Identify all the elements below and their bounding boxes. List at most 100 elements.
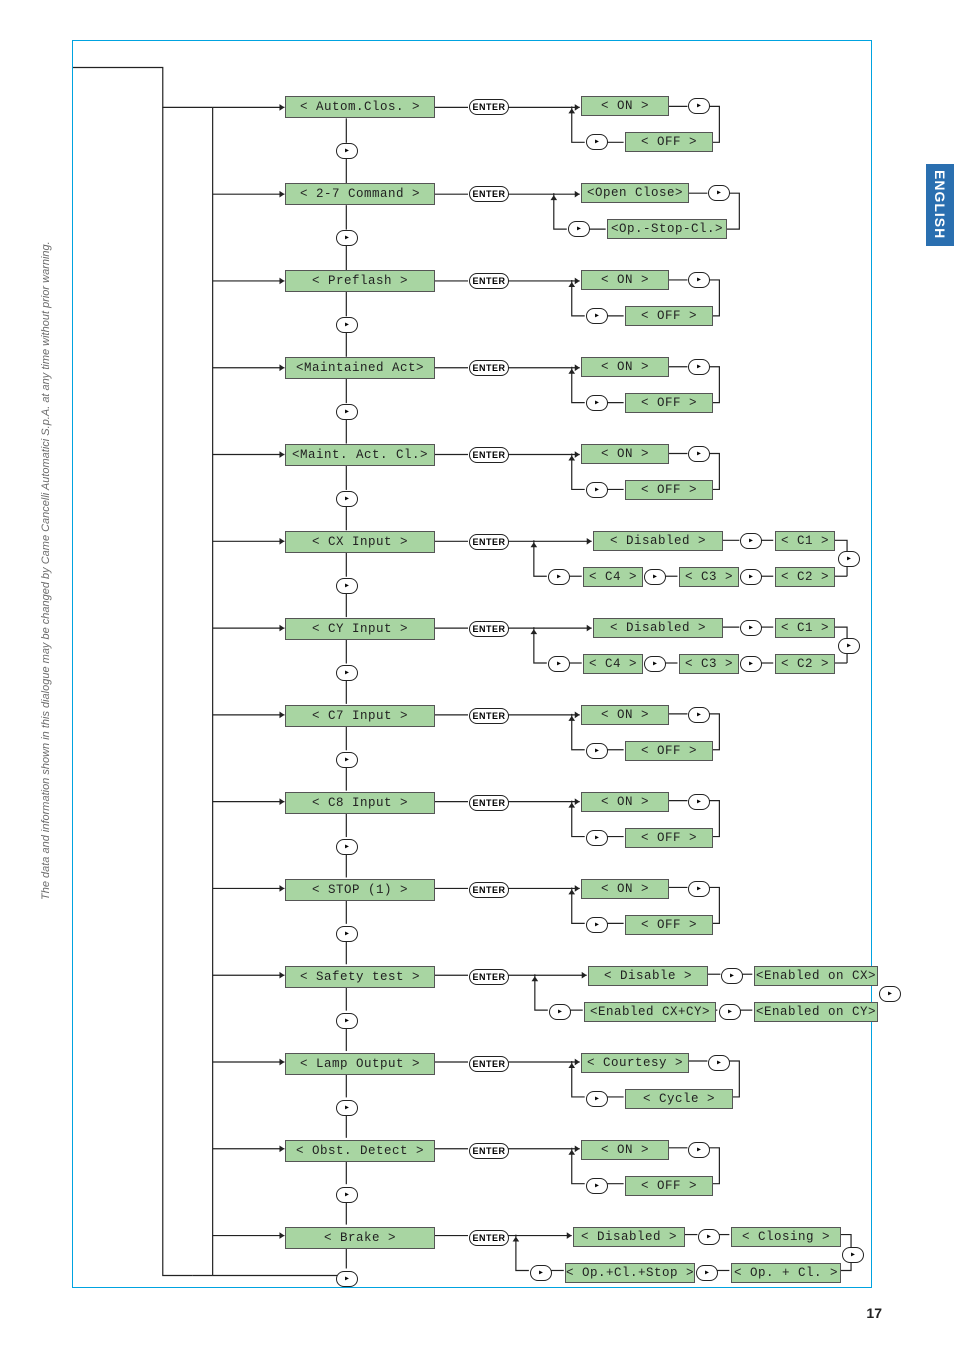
enter-button[interactable]: ENTER [469, 621, 509, 637]
next-arrow-button[interactable]: ▸ [719, 1004, 741, 1020]
next-arrow-button[interactable]: ▸ [336, 665, 358, 681]
next-arrow-button[interactable]: ▸ [842, 1247, 864, 1263]
next-arrow-button[interactable]: ▸ [586, 917, 608, 933]
menu-item: < Safety test > [285, 966, 435, 988]
option-box: < Disable > [588, 966, 708, 986]
enter-button[interactable]: ENTER [469, 273, 509, 289]
menu-item: < Preflash > [285, 270, 435, 292]
option-box: < ON > [581, 444, 669, 464]
option-box: < Cycle > [625, 1089, 733, 1109]
language-tab: ENGLISH [926, 164, 954, 246]
next-arrow-button[interactable]: ▸ [336, 839, 358, 855]
next-arrow-button[interactable]: ▸ [708, 1055, 730, 1071]
next-arrow-button[interactable]: ▸ [336, 578, 358, 594]
enter-button[interactable]: ENTER [469, 99, 509, 115]
next-arrow-button[interactable]: ▸ [336, 752, 358, 768]
option-box: <Enabled on CX> [754, 966, 878, 986]
next-arrow-button[interactable]: ▸ [336, 230, 358, 246]
next-arrow-button[interactable]: ▸ [586, 1178, 608, 1194]
option-box: < ON > [581, 1140, 669, 1160]
next-arrow-button[interactable]: ▸ [740, 656, 762, 672]
next-arrow-button[interactable]: ▸ [548, 656, 570, 672]
enter-button[interactable]: ENTER [469, 1143, 509, 1159]
next-arrow-button[interactable]: ▸ [336, 143, 358, 159]
next-arrow-button[interactable]: ▸ [688, 272, 710, 288]
option-box: < ON > [581, 792, 669, 812]
menu-item: < C7 Input > [285, 705, 435, 727]
next-arrow-button[interactable]: ▸ [530, 1265, 552, 1281]
next-arrow-button[interactable]: ▸ [688, 98, 710, 114]
next-arrow-button[interactable]: ▸ [688, 359, 710, 375]
option-box: < Disabled > [573, 1227, 685, 1247]
next-arrow-button[interactable]: ▸ [336, 1187, 358, 1203]
enter-button[interactable]: ENTER [469, 1056, 509, 1072]
enter-button[interactable]: ENTER [469, 882, 509, 898]
enter-button[interactable]: ENTER [469, 795, 509, 811]
next-arrow-button[interactable]: ▸ [336, 491, 358, 507]
option-box: < C4 > [583, 654, 643, 674]
option-box: < ON > [581, 879, 669, 899]
next-arrow-button[interactable]: ▸ [879, 986, 901, 1002]
option-box: < ON > [581, 705, 669, 725]
enter-button[interactable]: ENTER [469, 969, 509, 985]
next-arrow-button[interactable]: ▸ [698, 1229, 720, 1245]
next-arrow-button[interactable]: ▸ [586, 134, 608, 150]
page-number: 17 [866, 1305, 882, 1321]
next-arrow-button[interactable]: ▸ [336, 1100, 358, 1116]
next-arrow-button[interactable]: ▸ [586, 743, 608, 759]
next-arrow-button[interactable]: ▸ [688, 707, 710, 723]
next-arrow-button[interactable]: ▸ [586, 308, 608, 324]
next-arrow-button[interactable]: ▸ [586, 1091, 608, 1107]
next-arrow-button[interactable]: ▸ [688, 446, 710, 462]
enter-button[interactable]: ENTER [469, 1230, 509, 1246]
enter-button[interactable]: ENTER [469, 534, 509, 550]
next-arrow-button[interactable]: ▸ [336, 404, 358, 420]
next-arrow-button[interactable]: ▸ [336, 1271, 358, 1287]
option-box: < C4 > [583, 567, 643, 587]
next-arrow-button[interactable]: ▸ [721, 968, 743, 984]
next-arrow-button[interactable]: ▸ [336, 926, 358, 942]
next-arrow-button[interactable]: ▸ [336, 317, 358, 333]
next-arrow-button[interactable]: ▸ [549, 1004, 571, 1020]
option-box: < Courtesy > [581, 1053, 689, 1073]
option-box: < OFF > [625, 741, 713, 761]
option-box: < Op. + Cl. > [731, 1263, 841, 1283]
enter-button[interactable]: ENTER [469, 360, 509, 376]
next-arrow-button[interactable]: ▸ [708, 185, 730, 201]
menu-item: < Brake > [285, 1227, 435, 1249]
next-arrow-button[interactable]: ▸ [740, 569, 762, 585]
menu-item: < Lamp Output > [285, 1053, 435, 1075]
option-box: < C3 > [679, 654, 739, 674]
next-arrow-button[interactable]: ▸ [838, 551, 860, 567]
next-arrow-button[interactable]: ▸ [644, 656, 666, 672]
next-arrow-button[interactable]: ▸ [688, 1142, 710, 1158]
option-box: < OFF > [625, 480, 713, 500]
next-arrow-button[interactable]: ▸ [586, 830, 608, 846]
next-arrow-button[interactable]: ▸ [838, 638, 860, 654]
next-arrow-button[interactable]: ▸ [548, 569, 570, 585]
next-arrow-button[interactable]: ▸ [696, 1265, 718, 1281]
option-box: <Enabled on CY> [754, 1002, 878, 1022]
option-box: < C2 > [775, 654, 835, 674]
next-arrow-button[interactable]: ▸ [644, 569, 666, 585]
enter-button[interactable]: ENTER [469, 708, 509, 724]
option-box: < C2 > [775, 567, 835, 587]
enter-button[interactable]: ENTER [469, 447, 509, 463]
next-arrow-button[interactable]: ▸ [586, 395, 608, 411]
menu-item: < C8 Input > [285, 792, 435, 814]
next-arrow-button[interactable]: ▸ [740, 620, 762, 636]
next-arrow-button[interactable]: ▸ [568, 221, 590, 237]
option-box: < OFF > [625, 828, 713, 848]
option-box: < ON > [581, 270, 669, 290]
option-box: <Open Close> [581, 183, 689, 203]
next-arrow-button[interactable]: ▸ [336, 1013, 358, 1029]
next-arrow-button[interactable]: ▸ [740, 533, 762, 549]
option-box: < C1 > [775, 531, 835, 551]
option-box: < OFF > [625, 132, 713, 152]
next-arrow-button[interactable]: ▸ [586, 482, 608, 498]
menu-item: < Obst. Detect > [285, 1140, 435, 1162]
option-box: < Op.+Cl.+Stop > [565, 1263, 695, 1283]
enter-button[interactable]: ENTER [469, 186, 509, 202]
next-arrow-button[interactable]: ▸ [688, 794, 710, 810]
next-arrow-button[interactable]: ▸ [688, 881, 710, 897]
